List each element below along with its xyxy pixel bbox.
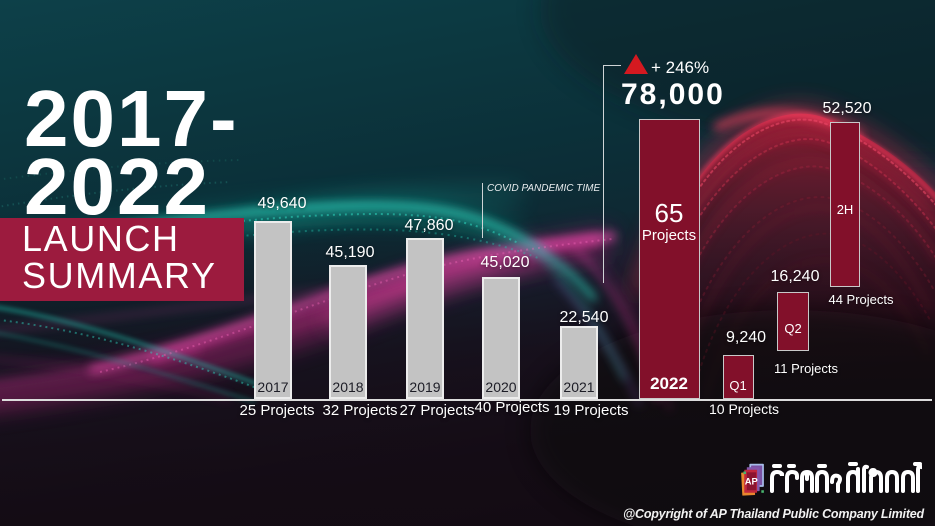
svg-text:AP: AP — [745, 476, 758, 486]
